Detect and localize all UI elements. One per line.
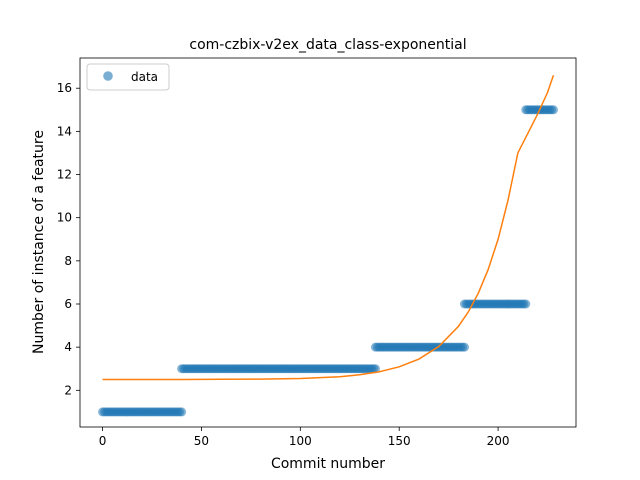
- y-tick-label: 12: [57, 168, 72, 182]
- y-tick-label: 10: [57, 211, 72, 225]
- x-tick-label: 100: [289, 434, 312, 448]
- data-points: [98, 105, 558, 417]
- y-tick-label: 6: [64, 297, 72, 311]
- chart-title: com-czbix-v2ex_data_class-exponential: [189, 37, 466, 53]
- fit-curve-line: [102, 75, 555, 381]
- y-tick-label: 8: [64, 254, 72, 268]
- y-axis-label: Number of instance of a feature: [31, 130, 47, 354]
- x-tick-label: 150: [388, 434, 411, 448]
- y-tick-label: 4: [64, 340, 72, 354]
- x-axis-label: Commit number: [271, 456, 385, 472]
- legend-box: [86, 63, 170, 91]
- y-axis-ticks: 2 4 6 8 10 12 14 16: [57, 81, 80, 397]
- x-tick-label: 0: [99, 434, 107, 448]
- data-point: [370, 364, 380, 374]
- x-tick-label: 200: [487, 434, 510, 448]
- x-axis-ticks: 0 50 100 150 200: [99, 427, 510, 448]
- legend-marker: [103, 71, 113, 81]
- data-point: [177, 407, 187, 417]
- data-point: [521, 299, 531, 309]
- legend: data: [86, 63, 170, 91]
- legend-label: data: [131, 70, 158, 84]
- y-tick-label: 2: [64, 383, 72, 397]
- plot-frame: [79, 57, 577, 428]
- data-point: [548, 105, 558, 115]
- data-point: [459, 342, 469, 352]
- y-tick-label: 14: [57, 124, 72, 138]
- y-tick-label: 16: [57, 81, 72, 95]
- x-tick-label: 50: [194, 434, 209, 448]
